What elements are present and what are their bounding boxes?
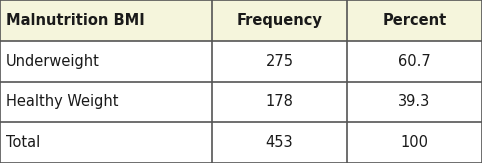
Text: Percent: Percent: [382, 13, 447, 28]
Bar: [347, 82, 482, 122]
Text: 275: 275: [266, 54, 294, 69]
Bar: [347, 0, 482, 41]
Bar: [212, 82, 347, 122]
Text: 100: 100: [401, 135, 428, 150]
Text: 39.3: 39.3: [399, 94, 430, 109]
Bar: [212, 0, 347, 41]
Text: Frequency: Frequency: [237, 13, 322, 28]
Text: 178: 178: [266, 94, 294, 109]
Bar: [0, 82, 212, 122]
Text: Underweight: Underweight: [6, 54, 100, 69]
Text: Malnutrition BMI: Malnutrition BMI: [6, 13, 145, 28]
Bar: [0, 0, 212, 41]
Bar: [0, 122, 212, 163]
Bar: [212, 41, 347, 82]
Text: 60.7: 60.7: [398, 54, 431, 69]
Bar: [347, 41, 482, 82]
Text: Total: Total: [6, 135, 40, 150]
Bar: [212, 122, 347, 163]
Text: Healthy Weight: Healthy Weight: [6, 94, 118, 109]
Bar: [0, 41, 212, 82]
Text: 453: 453: [266, 135, 294, 150]
Bar: [347, 122, 482, 163]
